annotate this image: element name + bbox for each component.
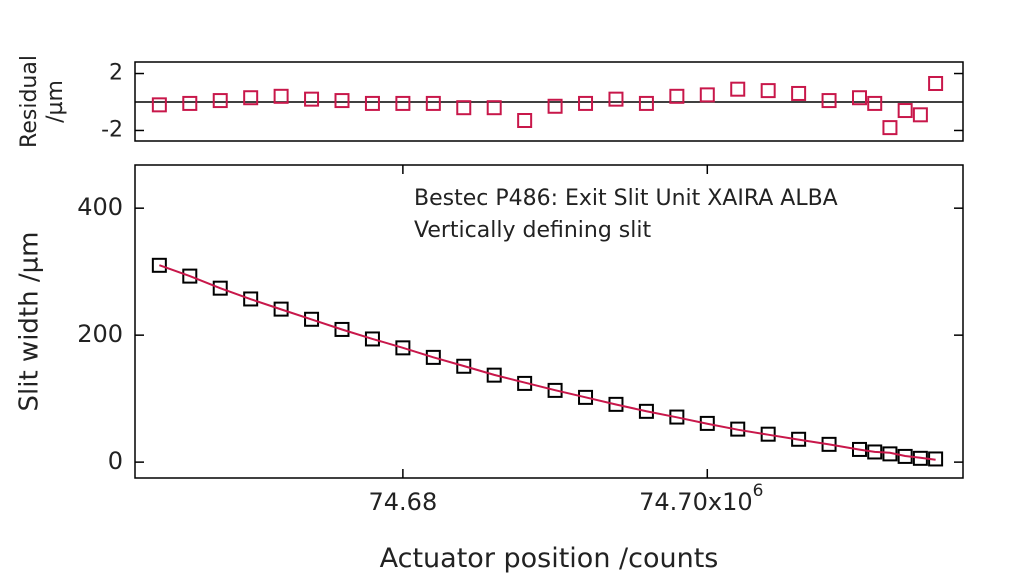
data-point bbox=[578, 389, 594, 405]
data-point bbox=[273, 301, 289, 317]
data-point bbox=[760, 83, 776, 99]
data-point bbox=[334, 321, 350, 337]
data-point bbox=[243, 90, 259, 106]
data-point bbox=[547, 98, 563, 114]
data-point bbox=[608, 396, 624, 412]
data-point bbox=[730, 81, 746, 97]
data-point bbox=[821, 93, 837, 109]
annotation: Vertically defining slit bbox=[414, 218, 651, 243]
fit-line bbox=[159, 264, 936, 461]
x-axis-label: Actuator position /counts bbox=[380, 543, 719, 574]
annotation: Bestec P486: Exit Slit Unit XAIRA ALBA bbox=[414, 186, 838, 211]
x-tick-label: 74.68 bbox=[369, 488, 438, 516]
data-point bbox=[334, 93, 350, 109]
data-point bbox=[882, 120, 898, 136]
x-tick-label: 74.70x106 bbox=[639, 481, 763, 516]
x-tick-label-value: 74.68 bbox=[369, 488, 438, 516]
data-point bbox=[273, 88, 289, 104]
data-point bbox=[912, 107, 928, 123]
data-point bbox=[486, 367, 502, 383]
data-point bbox=[456, 100, 472, 116]
data-point bbox=[699, 415, 715, 431]
data-point bbox=[182, 95, 198, 111]
data-point bbox=[395, 340, 411, 356]
x-exponent: 6 bbox=[753, 481, 764, 501]
data-point bbox=[669, 409, 685, 425]
y-tick-label: 400 bbox=[77, 193, 123, 221]
data-point bbox=[212, 93, 228, 109]
data-point bbox=[304, 311, 320, 327]
data-point bbox=[212, 280, 228, 296]
y-tick-label: 200 bbox=[77, 320, 123, 348]
data-point bbox=[151, 97, 167, 113]
y-tick-label: 0 bbox=[108, 447, 123, 475]
data-point bbox=[791, 85, 807, 101]
y-tick-label: 2 bbox=[109, 61, 123, 86]
data-point bbox=[638, 403, 654, 419]
data-point bbox=[638, 95, 654, 111]
data-point bbox=[456, 358, 472, 374]
data-point bbox=[486, 100, 502, 116]
y-axis-label: Slit width /µm bbox=[15, 232, 45, 412]
data-point bbox=[928, 75, 944, 91]
data-point bbox=[425, 349, 441, 365]
y-axis-label: Residual bbox=[17, 55, 42, 148]
data-point bbox=[364, 95, 380, 111]
data-point bbox=[243, 291, 259, 307]
x-multiplier: x10 bbox=[708, 488, 753, 516]
data-point bbox=[304, 91, 320, 107]
data-point bbox=[517, 113, 533, 129]
y-tick-label: -2 bbox=[101, 117, 123, 142]
data-point bbox=[395, 95, 411, 111]
y-axis-label: /µm bbox=[43, 80, 68, 123]
data-point bbox=[669, 88, 685, 104]
data-point bbox=[425, 95, 441, 111]
data-point bbox=[852, 90, 867, 106]
data-point bbox=[364, 331, 380, 347]
data-point bbox=[699, 87, 715, 103]
data-point bbox=[182, 268, 198, 284]
data-point bbox=[547, 382, 563, 398]
data-point bbox=[897, 103, 913, 119]
data-point bbox=[151, 257, 167, 273]
x-tick-label-value: 74.70 bbox=[639, 488, 708, 516]
data-point bbox=[578, 95, 594, 111]
data-point bbox=[608, 91, 624, 107]
data-point bbox=[867, 95, 883, 111]
plot-frame bbox=[134, 164, 964, 479]
